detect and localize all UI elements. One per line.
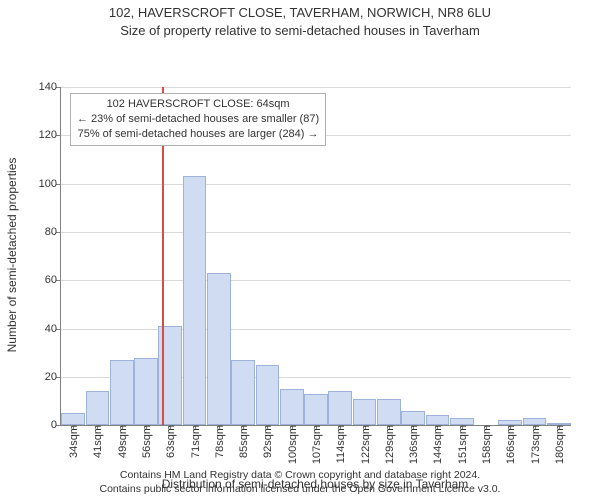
y-gridline bbox=[61, 280, 571, 281]
x-tick-label: 100sqm bbox=[285, 425, 299, 464]
x-tick-label: 122sqm bbox=[358, 425, 372, 464]
y-tick-label: 120 bbox=[39, 129, 61, 141]
x-tick-label: 85sqm bbox=[236, 425, 250, 458]
footer-line2: Contains public sector information licen… bbox=[0, 482, 600, 496]
x-tick-label: 92sqm bbox=[260, 425, 274, 458]
x-tick-label: 180sqm bbox=[552, 425, 566, 464]
histogram-bar bbox=[231, 360, 255, 425]
x-tick-label: 158sqm bbox=[479, 425, 493, 464]
annotation-line: 102 HAVERSCROFT CLOSE: 64sqm bbox=[77, 97, 319, 112]
x-tick-label: 166sqm bbox=[503, 425, 517, 464]
histogram-bar bbox=[523, 418, 547, 425]
y-tick-label: 20 bbox=[45, 371, 61, 383]
y-gridline bbox=[61, 87, 571, 88]
x-tick-label: 173sqm bbox=[528, 425, 542, 464]
chart-title-block: 102, HAVERSCROFT CLOSE, TAVERHAM, NORWIC… bbox=[0, 0, 600, 39]
histogram-bar bbox=[61, 413, 85, 425]
x-tick-label: 49sqm bbox=[115, 425, 129, 458]
x-tick-label: 34sqm bbox=[66, 425, 80, 458]
footer-line1: Contains HM Land Registry data © Crown c… bbox=[0, 468, 600, 482]
histogram-bar bbox=[110, 360, 134, 425]
y-gridline bbox=[61, 232, 571, 233]
annotation-line: ← 23% of semi-detached houses are smalle… bbox=[77, 112, 319, 127]
histogram-bar bbox=[280, 389, 304, 425]
histogram-bar bbox=[426, 415, 450, 425]
y-tick-label: 40 bbox=[45, 323, 61, 335]
x-tick-label: 151sqm bbox=[455, 425, 469, 464]
x-tick-label: 56sqm bbox=[139, 425, 153, 458]
histogram-bar bbox=[401, 411, 425, 425]
y-tick-label: 140 bbox=[39, 81, 61, 93]
y-tick-label: 0 bbox=[51, 419, 61, 431]
x-tick-label: 71sqm bbox=[188, 425, 202, 458]
histogram-bar bbox=[328, 391, 352, 425]
histogram-bar bbox=[183, 176, 207, 425]
histogram-bar bbox=[256, 365, 280, 425]
x-tick-label: 41sqm bbox=[90, 425, 104, 458]
x-tick-label: 114sqm bbox=[333, 425, 347, 463]
y-gridline bbox=[61, 329, 571, 330]
y-axis-label: Number of semi-detached properties bbox=[5, 155, 19, 355]
x-tick-label: 107sqm bbox=[309, 425, 323, 464]
annotation-line: 75% of semi-detached houses are larger (… bbox=[77, 127, 319, 142]
y-tick-label: 80 bbox=[45, 226, 61, 238]
y-tick-label: 100 bbox=[39, 178, 61, 190]
histogram-bar bbox=[86, 391, 110, 425]
x-tick-label: 63sqm bbox=[163, 425, 177, 458]
histogram-bar bbox=[207, 273, 231, 425]
x-tick-label: 78sqm bbox=[212, 425, 226, 458]
annotation-box: 102 HAVERSCROFT CLOSE: 64sqm← 23% of sem… bbox=[70, 93, 326, 146]
histogram-bar bbox=[134, 358, 158, 426]
histogram-bar bbox=[353, 399, 377, 426]
title-line2: Size of property relative to semi-detach… bbox=[0, 22, 600, 40]
y-gridline bbox=[61, 184, 571, 185]
title-line1: 102, HAVERSCROFT CLOSE, TAVERHAM, NORWIC… bbox=[0, 4, 600, 22]
x-tick-label: 136sqm bbox=[406, 425, 420, 464]
x-tick-label: 129sqm bbox=[382, 425, 396, 464]
histogram-bar bbox=[377, 399, 401, 426]
histogram-bar bbox=[450, 418, 474, 425]
footer-attribution: Contains HM Land Registry data © Crown c… bbox=[0, 468, 600, 496]
y-tick-label: 60 bbox=[45, 274, 61, 286]
x-tick-label: 144sqm bbox=[430, 425, 444, 464]
histogram-bar bbox=[304, 394, 328, 425]
